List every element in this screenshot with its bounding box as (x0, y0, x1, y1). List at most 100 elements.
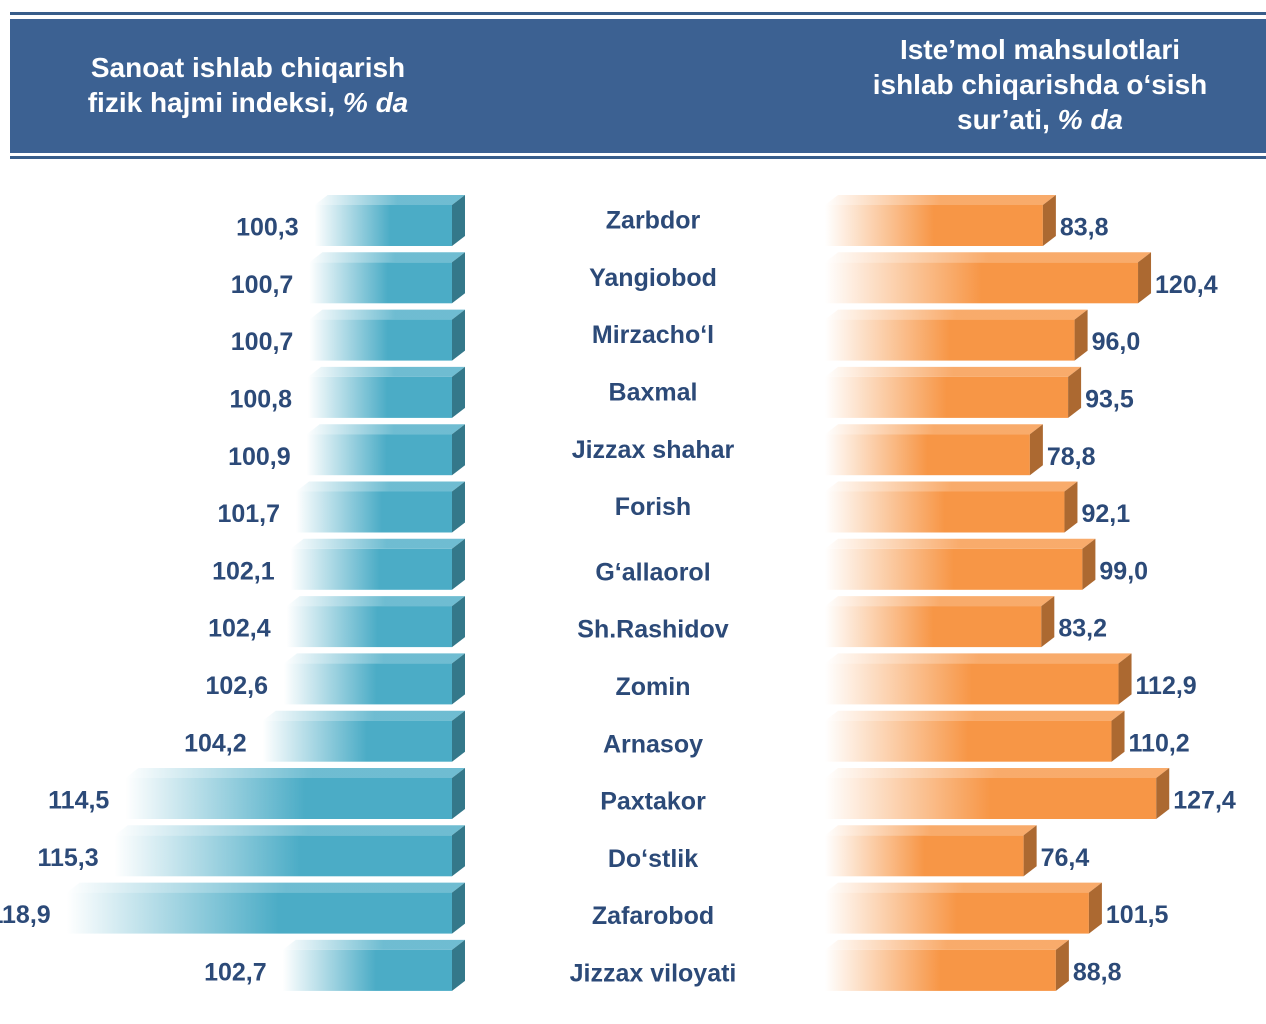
bar-side (1064, 481, 1078, 533)
bar-top (825, 653, 1132, 664)
bar-side (1042, 195, 1056, 246)
bar (308, 376, 452, 418)
value-label: 88,8 (1073, 959, 1122, 987)
bar-top (125, 768, 465, 778)
value-label: 83,8 (1060, 214, 1109, 242)
bar-top (825, 481, 1078, 492)
bar-side (1041, 596, 1055, 648)
bar (825, 205, 1043, 246)
bar (314, 205, 452, 246)
category-label: Jizzax viloyati (570, 960, 737, 988)
bar-top (825, 710, 1125, 721)
value-label: 100,9 (228, 443, 291, 471)
value-label: 102,1 (212, 557, 275, 585)
bar (825, 720, 1112, 762)
bar-side (452, 252, 465, 304)
bar-side (1068, 366, 1082, 418)
bar (306, 434, 452, 476)
value-label: 101,5 (1106, 901, 1169, 929)
bar-side (1074, 309, 1088, 361)
bar-side (452, 538, 465, 590)
value-label: 101,7 (217, 500, 280, 528)
bar-top (825, 252, 1152, 263)
value-label: 118,9 (0, 901, 51, 929)
header-title-line: fizik hajmi indeksi, (88, 87, 335, 118)
value-label: 93,5 (1085, 386, 1134, 414)
category-label: Sh.Rashidov (577, 616, 729, 644)
bar-top (306, 424, 465, 435)
bar-top (309, 309, 465, 320)
bar-top (114, 825, 466, 836)
value-label: 99,0 (1099, 557, 1148, 585)
bar-top (825, 939, 1069, 950)
value-label: 102,6 (205, 672, 268, 700)
header-unit: % da (343, 87, 408, 118)
category-label: Do‘stlik (608, 845, 698, 873)
bar-side (452, 825, 465, 877)
bar (825, 663, 1119, 705)
bar-side (1138, 252, 1152, 304)
value-label: 110,2 (1129, 729, 1190, 757)
bar-side (1082, 538, 1096, 590)
bar (284, 663, 452, 705)
value-label: 100,3 (236, 214, 299, 242)
header-title-line: sur’ati, (957, 104, 1050, 135)
value-label: 100,8 (229, 386, 292, 414)
category-label: Zomin (616, 673, 691, 701)
header-title-line: Sanoat ishlab chiqarish (91, 52, 405, 83)
header-rule (10, 156, 1266, 159)
bar-top (825, 882, 1102, 893)
bar (825, 606, 1042, 648)
header-title: ishlab chiqarishda o‘sish (873, 69, 1208, 100)
category-label: Zafarobod (592, 902, 714, 930)
bar (825, 778, 1157, 819)
category-label: Jizzax shahar (572, 436, 735, 464)
bar-side (1118, 653, 1132, 705)
header-title: Sanoat ishlab chiqarish (91, 52, 405, 83)
value-label: 96,0 (1092, 328, 1141, 356)
bar (309, 262, 452, 304)
bar-side (452, 309, 465, 361)
bar (262, 720, 452, 762)
value-label: 115,3 (37, 844, 98, 872)
bar-top (290, 538, 465, 549)
value-label: 92,1 (1081, 500, 1130, 528)
bar (825, 892, 1089, 934)
bar-top (309, 252, 465, 263)
bar-top (825, 309, 1088, 320)
bar-side (1055, 939, 1069, 991)
bar-top (314, 195, 465, 205)
bar-side (452, 424, 465, 476)
bar-top (296, 481, 465, 492)
category-label: Zarbdor (606, 207, 701, 235)
bar-top (825, 195, 1056, 205)
category-label: Yangiobod (589, 264, 717, 292)
value-label: 127,4 (1173, 787, 1236, 815)
bar (825, 491, 1065, 533)
header-title: Iste’mol mahsulotlari (900, 34, 1180, 65)
value-label: 76,4 (1041, 844, 1090, 872)
bar-top (825, 768, 1170, 778)
header-unit: % da (1058, 104, 1123, 135)
bar-top (825, 825, 1037, 836)
bar-side (452, 939, 465, 991)
bar-top (286, 596, 465, 607)
bar-side (452, 366, 465, 418)
category-label: Baxmal (609, 379, 698, 407)
bar-top (284, 653, 465, 664)
bar-top (825, 366, 1082, 377)
bar-top (825, 596, 1055, 607)
bar (286, 606, 452, 648)
bar (825, 949, 1056, 991)
value-label: 114,5 (48, 787, 109, 815)
bar-side (1111, 710, 1125, 762)
bar-top (825, 424, 1043, 435)
value-label: 100,7 (231, 271, 294, 299)
category-label: Arnasoy (603, 730, 703, 758)
value-label: 104,2 (184, 729, 247, 757)
bar-side (452, 596, 465, 648)
header-title: fizik hajmi indeksi, % da (88, 87, 409, 118)
bar (282, 949, 452, 991)
category-label: Forish (615, 493, 691, 521)
